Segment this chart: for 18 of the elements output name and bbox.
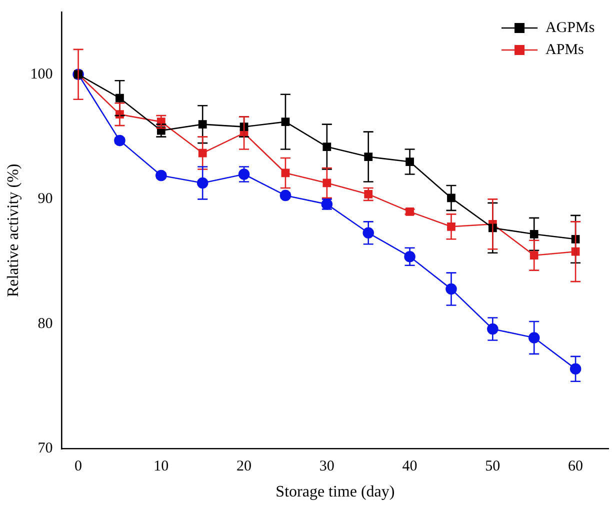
legend-label: APMs (546, 42, 584, 58)
x-axis-title: Storage time (day) (276, 484, 395, 501)
x-tick-label: 40 (402, 458, 418, 475)
y-tick-label: 100 (30, 66, 53, 82)
y-tick-label: 90 (38, 191, 53, 208)
point (322, 142, 332, 151)
x-tick-label: 50 (485, 458, 500, 475)
x-tick-label: 10 (154, 458, 169, 475)
y-tick-label: 80 (38, 316, 53, 332)
x-tick-label: 0 (74, 458, 82, 475)
x-tick-label: 60 (568, 458, 584, 475)
x-tick-label: 20 (236, 458, 252, 475)
y-axis-title: Relative activity (%) (4, 164, 22, 298)
point (196, 177, 208, 189)
y-tick-label: 70 (38, 440, 53, 457)
point (198, 120, 207, 129)
legend-label: AGPMs (546, 20, 595, 36)
x-tick-label: 30 (319, 458, 334, 475)
